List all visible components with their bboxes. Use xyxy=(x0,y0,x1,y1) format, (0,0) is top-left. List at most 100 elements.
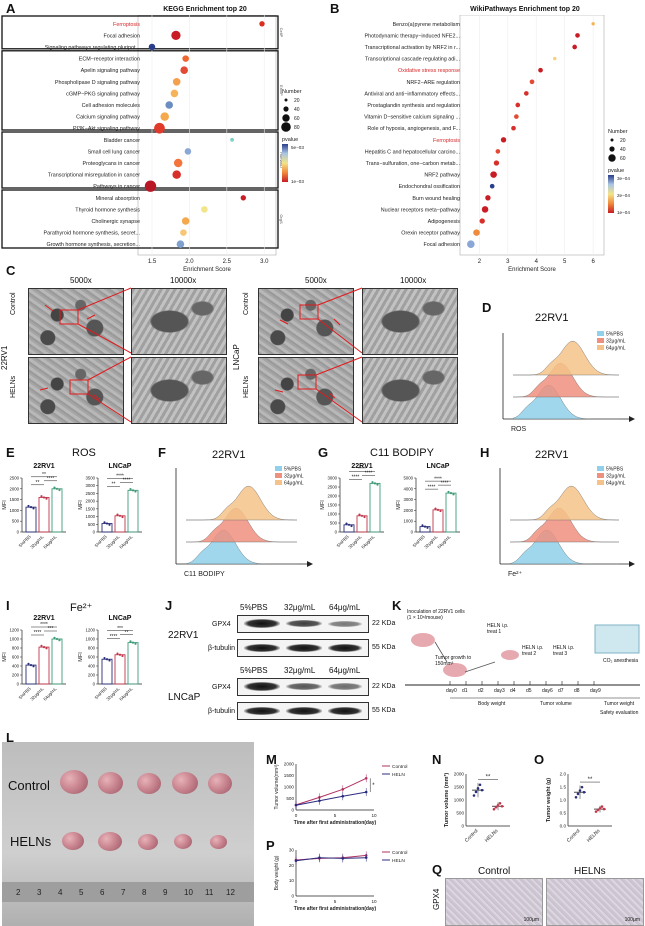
group-label: OrgS xyxy=(279,214,284,224)
ruler-number: 6 xyxy=(100,888,105,897)
x-axis-label: C11 BODIPY xyxy=(184,571,225,578)
significance-label: **** xyxy=(428,484,436,490)
x-axis-label: Fe²⁺ xyxy=(508,571,523,578)
term-dot xyxy=(230,137,234,142)
y-tick-label: 3000 xyxy=(85,483,95,488)
tem-row-heln-1: HELNs xyxy=(10,375,17,398)
significance-label: *** xyxy=(48,626,54,632)
term-dot xyxy=(479,218,485,224)
y-tick-label: 3000 xyxy=(403,497,413,502)
data-point xyxy=(116,513,119,516)
y-tick-label: 0 xyxy=(291,808,294,813)
k-day-label: day6 xyxy=(542,688,553,694)
data-point xyxy=(580,785,584,789)
y-axis-label: MFI xyxy=(78,500,84,510)
term-dot xyxy=(553,56,557,61)
ihc-control: 100μm xyxy=(445,878,543,926)
legend-title: pvalue xyxy=(282,137,298,143)
term-dot xyxy=(176,240,185,248)
y-tick-label: 1500 xyxy=(9,497,19,502)
legend-title: Number xyxy=(608,129,628,135)
significance-label: **** xyxy=(47,476,55,482)
data-point xyxy=(439,509,442,513)
band xyxy=(244,707,280,715)
series-point-heln xyxy=(341,857,345,860)
bar xyxy=(114,515,126,533)
data-point xyxy=(40,495,43,498)
term-dot xyxy=(495,149,501,154)
tumor-heln-2 xyxy=(98,832,122,851)
y-tick-label: 2000 xyxy=(327,494,337,499)
y-tick-label: 0 xyxy=(93,530,96,535)
data-point xyxy=(40,644,43,647)
tem-annotation-arrows xyxy=(39,287,363,423)
data-point xyxy=(103,656,106,660)
data-point xyxy=(32,507,35,510)
bar xyxy=(38,646,50,685)
j-kda-55-b: 55 KDa xyxy=(372,707,396,714)
data-point xyxy=(131,489,135,492)
y-tick-label: 1000 xyxy=(403,519,413,524)
y-tick-label: 500 xyxy=(286,796,294,801)
panel-label-l: L xyxy=(6,730,14,745)
term-label: NRF2 pathway xyxy=(424,173,460,179)
data-point xyxy=(29,506,33,509)
legend-swatch xyxy=(597,480,604,485)
group-label: EnvIP xyxy=(279,85,284,96)
group-label: HumanD xyxy=(279,152,284,168)
x-tick-label: HELNs xyxy=(586,828,602,844)
c11-bar-charts: 22RV1050010001500200025003000MFI5%PBS32μ… xyxy=(320,463,460,550)
y-axis-label: MFI xyxy=(2,500,8,510)
term-label: NRF2−ARE regulation xyxy=(407,80,460,86)
legend-label: 64μg/mL xyxy=(284,481,304,487)
term-label: Vitamin D−sensitive calcium signaling ..… xyxy=(364,115,460,121)
data-point xyxy=(498,801,502,805)
legend-label: 32μg/mL xyxy=(606,474,626,480)
k-day-label: day9 xyxy=(590,688,601,694)
legend-dot xyxy=(281,122,291,132)
y-tick-label: 20 xyxy=(289,863,295,868)
term-dot xyxy=(591,22,595,26)
pvalue-tick: 2e−04 xyxy=(617,193,630,198)
tumor-control-3 xyxy=(137,773,161,794)
y-tick-label: 1500 xyxy=(454,785,465,790)
tumor-heln-4 xyxy=(174,834,192,849)
q-control-label: Control xyxy=(478,866,511,877)
term-label: Trans−sulfuration, one−carbon metab... xyxy=(366,161,460,167)
j-col-2a: 32μg/mL xyxy=(284,603,316,612)
panel-label-k: K xyxy=(392,598,402,613)
data-point xyxy=(118,653,122,656)
kegg-title: KEGG Enrichment top 20 xyxy=(163,6,247,13)
legend-dot xyxy=(282,114,290,122)
series-point-control xyxy=(364,776,368,780)
term-dot xyxy=(500,137,507,143)
data-point xyxy=(103,521,106,524)
significance-label: **** xyxy=(40,622,48,628)
x-tick-label: 10 xyxy=(371,899,377,904)
term-label: Cell adhesion molecules xyxy=(82,103,141,109)
term-label: Bladder cancer xyxy=(104,138,140,144)
mouse-icon xyxy=(501,650,519,660)
band xyxy=(244,644,280,652)
term-label: Ferroptosis xyxy=(113,22,140,28)
ruler-number: 9 xyxy=(163,888,168,897)
x-axis-arrow xyxy=(307,561,313,567)
term-dot xyxy=(171,30,181,41)
data-point xyxy=(363,515,366,519)
term-dot xyxy=(490,171,497,178)
term-label: Signaling pathways regulating pluripot..… xyxy=(45,45,140,51)
k-treat3: HELN i.p. treat 3 xyxy=(553,645,575,657)
y-tick-label: 800 xyxy=(12,646,20,651)
data-point xyxy=(55,487,59,490)
data-point xyxy=(129,488,132,491)
data-point xyxy=(576,792,580,796)
term-label: PI3K−Akt signaling pathway xyxy=(73,126,140,132)
data-point xyxy=(32,665,35,668)
term-dot xyxy=(181,217,190,225)
data-point xyxy=(492,807,496,811)
x-tick-label: 2 xyxy=(478,259,482,265)
l-heln-label: HELNs xyxy=(10,834,52,849)
legend-label: 64μg/mL xyxy=(606,481,626,487)
legend-label: 5%PBS xyxy=(606,332,624,338)
data-point xyxy=(121,654,124,658)
